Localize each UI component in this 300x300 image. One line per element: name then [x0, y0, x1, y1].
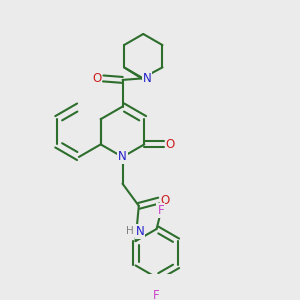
- Text: O: O: [166, 138, 175, 151]
- Text: F: F: [153, 289, 160, 300]
- Text: N: N: [143, 72, 152, 85]
- Text: N: N: [118, 151, 127, 164]
- Text: F: F: [158, 204, 164, 217]
- Text: H: H: [126, 226, 134, 236]
- Text: O: O: [161, 194, 170, 207]
- Text: N: N: [136, 225, 144, 238]
- Text: O: O: [92, 72, 101, 85]
